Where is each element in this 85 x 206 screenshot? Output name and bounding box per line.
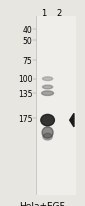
Text: 175: 175	[18, 114, 32, 123]
Ellipse shape	[41, 115, 54, 126]
Polygon shape	[70, 114, 74, 127]
Ellipse shape	[42, 91, 54, 96]
Ellipse shape	[42, 86, 53, 89]
Text: 2: 2	[57, 9, 62, 18]
Text: 100: 100	[18, 75, 32, 84]
Ellipse shape	[42, 127, 53, 138]
Text: 1: 1	[42, 9, 47, 18]
Text: 75: 75	[23, 56, 32, 65]
Text: 50: 50	[23, 37, 32, 46]
Text: 135: 135	[18, 89, 32, 98]
Text: 40: 40	[23, 25, 32, 34]
Ellipse shape	[43, 134, 52, 140]
Ellipse shape	[42, 77, 53, 81]
Bar	[36, 16, 75, 194]
Text: Hela±EGF: Hela±EGF	[20, 201, 65, 206]
